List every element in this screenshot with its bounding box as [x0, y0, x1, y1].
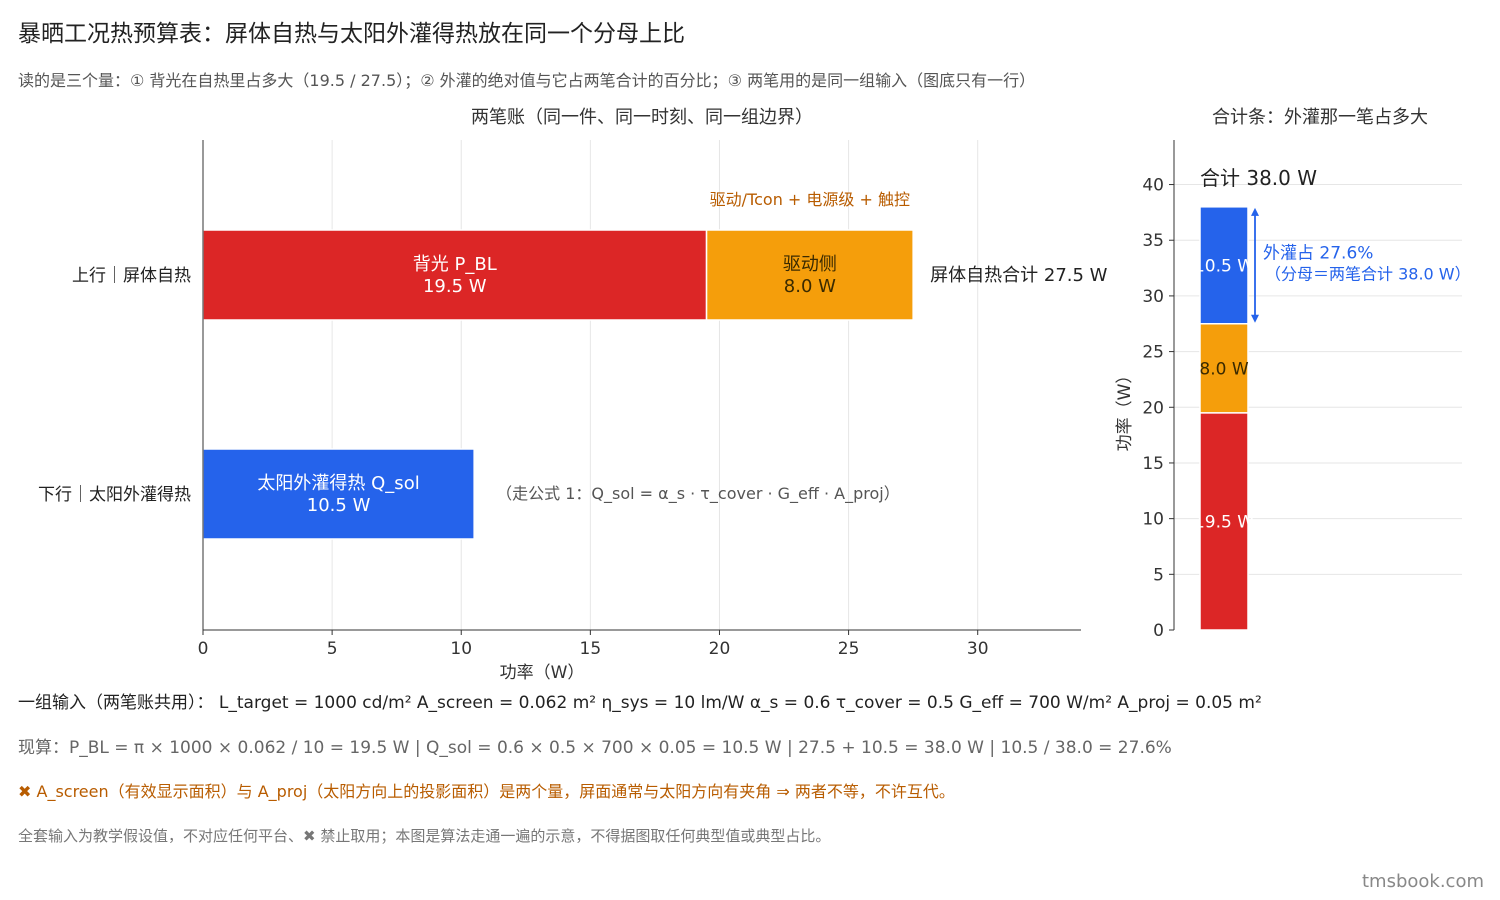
page-subtitle: 读的是三个量：① 背光在自热里占多大（19.5 / 27.5）；② 外灌的绝对值…: [18, 71, 1036, 90]
page-title: 暴晒工况热预算表：屏体自热与太阳外灌得热放在同一个分母上比: [18, 21, 685, 47]
bar-segment-1: [705, 229, 914, 321]
x-tick-label: 0: [198, 639, 209, 659]
x-tick-label: 15: [580, 639, 602, 659]
share-arrow-down: [1251, 314, 1259, 323]
y-category-label: 下行｜太阳外灌得热: [38, 485, 191, 505]
left-chart-title: 两笔账（同一件、同一时刻、同一组边界）: [471, 107, 813, 128]
x-tick-label: 10: [450, 639, 472, 659]
share-denominator-annotation: （分母＝两笔合计 38.0 W）: [1265, 264, 1471, 283]
segment-value-label: 8.0 W: [784, 276, 836, 297]
watermark: tmsbook.com: [1361, 871, 1484, 892]
right-stacked-chart: 0 5 10 15 20 25 30 35 40 19.5 W 8.0 W 10.5 W 合计 38.0…: [1115, 140, 1471, 641]
y-tick-label: 15: [1142, 454, 1164, 474]
y-category-label: 上行｜屏体自热: [72, 266, 191, 286]
stack-segment-2: [1199, 206, 1249, 325]
total-label: 合计 38.0 W: [1200, 166, 1317, 190]
segment-value-label: 19.5 W: [423, 276, 487, 297]
x-tick-label: 30: [967, 639, 989, 659]
driver-detail-annotation: 驱动/Tcon + 电源级 + 触控: [710, 190, 910, 209]
stack-segment-label: 10.5 W: [1194, 256, 1254, 276]
y-tick-label: 30: [1142, 287, 1164, 307]
x-tick-label: 5: [327, 639, 338, 659]
bar-segment-2: [202, 448, 475, 540]
stack-segment-1: [1199, 323, 1249, 414]
x-tick-label: 20: [709, 639, 731, 659]
y-tick-label: 35: [1142, 231, 1164, 251]
y-tick-label: 25: [1142, 343, 1164, 363]
share-annotation: 外灌占 27.6%: [1263, 243, 1373, 263]
inputs-note: 一组输入（两笔账共用）： L_target = 1000 cd/m² A_scr…: [18, 693, 1262, 713]
y-tick-label: 0: [1153, 621, 1164, 641]
segment-name-label: 背光 P_BL: [413, 254, 497, 275]
disclaimer-note: 全套输入为教学假设值，不对应任何平台、✖ 禁止取用；本图是算法走通一遍的示意，不…: [18, 827, 831, 845]
stack-segment-label: 8.0 W: [1199, 359, 1248, 379]
x-axis-label: 功率（W）: [500, 663, 585, 683]
y-tick-label: 10: [1142, 510, 1164, 530]
row0-total-annotation: 屏体自热合计 27.5 W: [930, 265, 1108, 286]
x-tick-label: 25: [838, 639, 860, 659]
calc-note: 现算：P_BL = π × 1000 × 0.062 / 10 = 19.5 W…: [18, 738, 1172, 758]
y-tick-label: 40: [1142, 176, 1164, 196]
bar-segment-0: [202, 229, 708, 321]
warning-note: ✖ A_screen（有效显示面积）与 A_proj（太阳方向上的投影面积）是两…: [18, 782, 955, 801]
segment-name-label: 太阳外灌得热 Q_sol: [257, 473, 419, 494]
y-tick-label: 20: [1142, 398, 1164, 418]
right-chart-title: 合计条：外灌那一笔占多大: [1212, 107, 1428, 128]
stack-segment-label: 19.5 W: [1194, 512, 1254, 532]
y-axis-label: 功率（W）: [1115, 367, 1135, 452]
segment-value-label: 10.5 W: [307, 495, 371, 516]
share-arrow-up: [1251, 207, 1259, 216]
stack-segment-0: [1199, 412, 1249, 631]
y-tick-label: 5: [1153, 565, 1164, 585]
segment-name-label: 驱动侧: [783, 254, 837, 275]
row1-formula-annotation: （走公式 1：Q_sol = α_s · τ_cover · G_eff · A…: [496, 484, 900, 504]
